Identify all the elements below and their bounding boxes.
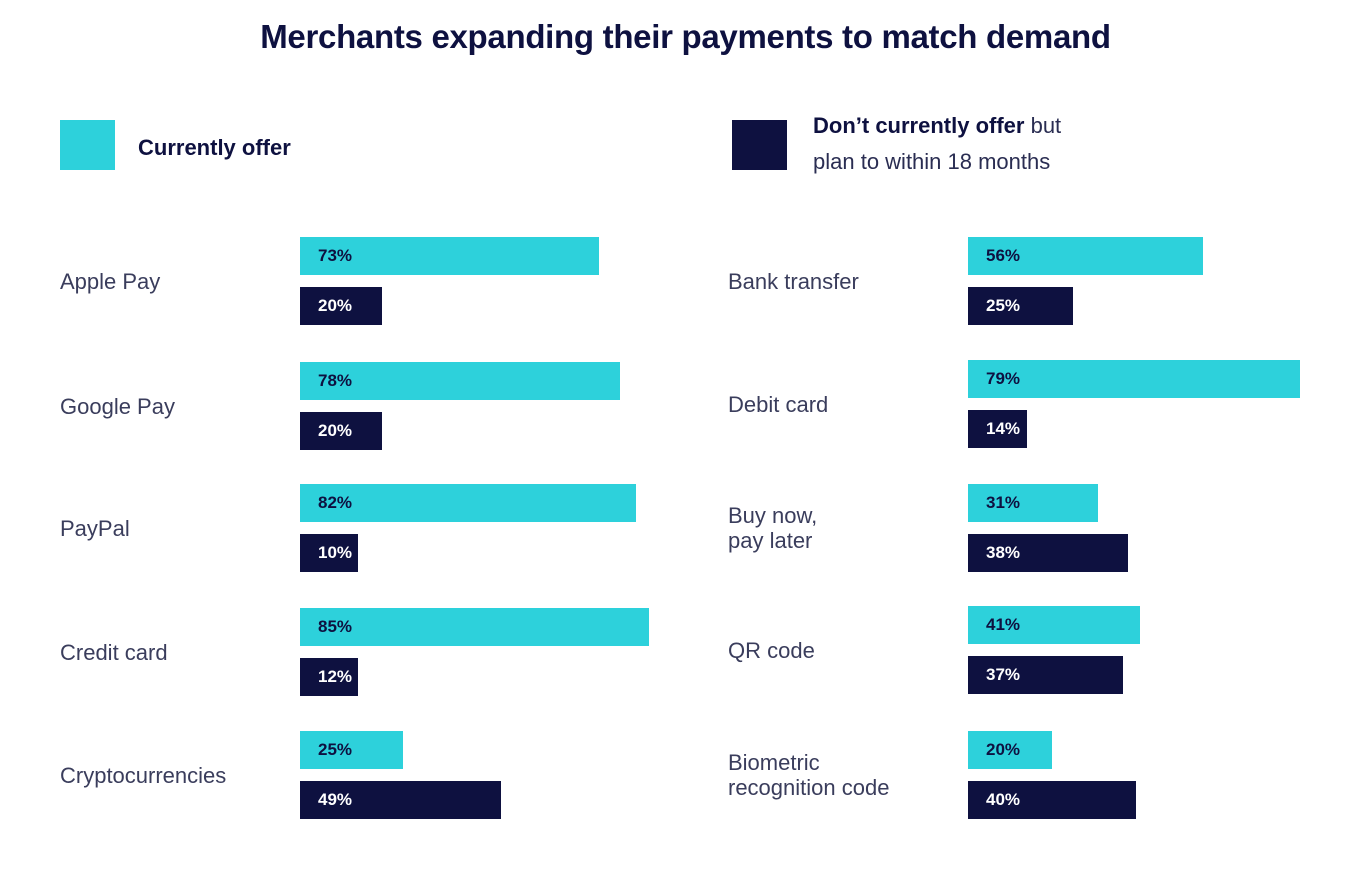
category-label-line: Debit card	[728, 391, 829, 417]
category-label-line: pay later	[728, 528, 813, 553]
bar-current-0-0	[300, 237, 600, 275]
bar-planned-1-0	[968, 287, 1073, 325]
category-label-line: Google Pay	[60, 393, 175, 419]
legend-label-planned: Don’t currently offer but plan to within…	[813, 108, 1061, 180]
chart-title: Merchants expanding their payments to ma…	[260, 18, 1111, 55]
bar-value-label: 38%	[986, 543, 1021, 562]
bar-planned-1-2	[968, 534, 1128, 572]
legend-label-currently-offer: Currently offer	[138, 135, 291, 160]
bar-planned-0-2	[300, 534, 358, 572]
bar-planned-1-1	[968, 410, 1027, 448]
bar-value-label: 73%	[318, 246, 353, 265]
bar-planned-1-4	[968, 781, 1136, 819]
bar-planned-0-4	[300, 781, 501, 819]
legend-label-planned-line2: plan to within 18 months	[813, 149, 1051, 174]
bar-current-1-1	[968, 360, 1300, 398]
category-label-1-2: Buy now, pay later	[728, 503, 817, 553]
legend-label-planned-bold: Don’t currently offer	[813, 113, 1025, 138]
category-label-line: Bank transfer	[728, 268, 859, 294]
category-label-1-1: Debit card	[728, 392, 828, 417]
bar-current-0-2	[300, 484, 637, 522]
bar-value-label: 20%	[318, 421, 353, 440]
bar-current-1-2	[968, 484, 1099, 522]
bar-planned-0-1	[300, 412, 382, 450]
bar-value-label: 20%	[986, 740, 1021, 759]
bar-value-label: 85%	[318, 617, 353, 636]
category-label-line: recognition code	[728, 775, 890, 800]
category-label-line: Buy now,	[728, 503, 818, 528]
category-label-line: PayPal	[60, 515, 130, 541]
bar-value-label: 37%	[986, 665, 1021, 684]
bar-planned-1-3	[968, 656, 1124, 694]
bar-current-1-3	[968, 606, 1141, 644]
bar-value-label: 20%	[318, 296, 353, 315]
category-label-line: QR code	[728, 637, 815, 663]
bar-current-1-4	[968, 731, 1052, 769]
bar-current-0-3	[300, 608, 649, 646]
bar-planned-0-0	[300, 287, 382, 325]
category-label-0-1: Google Pay	[60, 394, 175, 419]
category-label-0-0: Apple Pay	[60, 269, 160, 294]
category-label-0-3: Credit card	[60, 640, 168, 665]
bar-value-label: 49%	[318, 790, 353, 809]
bar-value-label: 79%	[986, 369, 1021, 388]
category-label-line: Biometric	[728, 750, 820, 775]
bar-value-label: 31%	[986, 493, 1021, 512]
category-label-1-3: QR code	[728, 638, 815, 663]
bar-value-label: 78%	[318, 371, 353, 390]
legend-label-planned-rest: but	[1024, 113, 1062, 138]
category-label-line: Credit card	[60, 639, 168, 665]
bar-value-label: 25%	[986, 296, 1021, 315]
bar-current-1-0	[968, 237, 1204, 275]
bar-value-label: 10%	[318, 543, 353, 562]
legend-swatch-planned	[732, 120, 787, 170]
category-label-line: Apple Pay	[60, 268, 161, 294]
bar-value-label: 82%	[318, 493, 353, 512]
bar-current-0-4	[300, 731, 403, 769]
category-label-1-0: Bank transfer	[728, 269, 859, 294]
bar-value-label: 12%	[318, 667, 353, 686]
category-label-0-4: Cryptocurrencies	[60, 763, 226, 788]
bar-value-label: 14%	[986, 419, 1021, 438]
bar-value-label: 41%	[986, 615, 1021, 634]
category-label-0-2: PayPal	[60, 516, 130, 541]
category-label-1-4: Biometric recognition code	[728, 750, 889, 800]
bar-value-label: 40%	[986, 790, 1021, 809]
bar-value-label: 56%	[986, 246, 1021, 265]
legend-swatch-currently-offer	[60, 120, 115, 170]
bar-value-label: 25%	[318, 740, 353, 759]
bar-current-0-1	[300, 362, 620, 400]
category-label-line: Cryptocurrencies	[60, 762, 227, 788]
bar-planned-0-3	[300, 658, 358, 696]
